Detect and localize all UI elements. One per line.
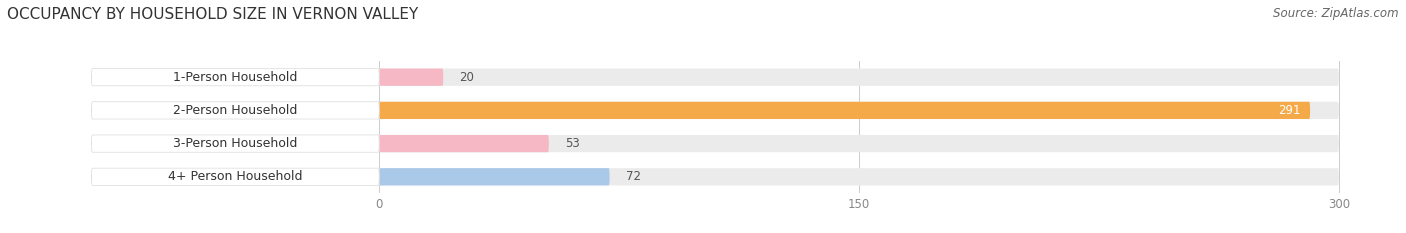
FancyBboxPatch shape [91,135,1339,152]
FancyBboxPatch shape [380,69,443,86]
Text: 72: 72 [626,170,641,183]
FancyBboxPatch shape [91,102,1339,119]
FancyBboxPatch shape [91,69,1339,86]
FancyBboxPatch shape [380,102,1310,119]
FancyBboxPatch shape [380,135,548,152]
FancyBboxPatch shape [380,168,610,185]
Text: 2-Person Household: 2-Person Household [173,104,298,117]
Text: 20: 20 [460,71,474,84]
Text: 53: 53 [565,137,579,150]
Text: 4+ Person Household: 4+ Person Household [169,170,302,183]
Text: OCCUPANCY BY HOUSEHOLD SIZE IN VERNON VALLEY: OCCUPANCY BY HOUSEHOLD SIZE IN VERNON VA… [7,7,418,22]
FancyBboxPatch shape [91,135,380,152]
Text: 291: 291 [1278,104,1301,117]
Text: 3-Person Household: 3-Person Household [173,137,298,150]
FancyBboxPatch shape [91,69,380,86]
Text: 1-Person Household: 1-Person Household [173,71,298,84]
FancyBboxPatch shape [91,168,380,185]
Text: Source: ZipAtlas.com: Source: ZipAtlas.com [1274,7,1399,20]
FancyBboxPatch shape [91,102,380,119]
FancyBboxPatch shape [91,168,1339,185]
